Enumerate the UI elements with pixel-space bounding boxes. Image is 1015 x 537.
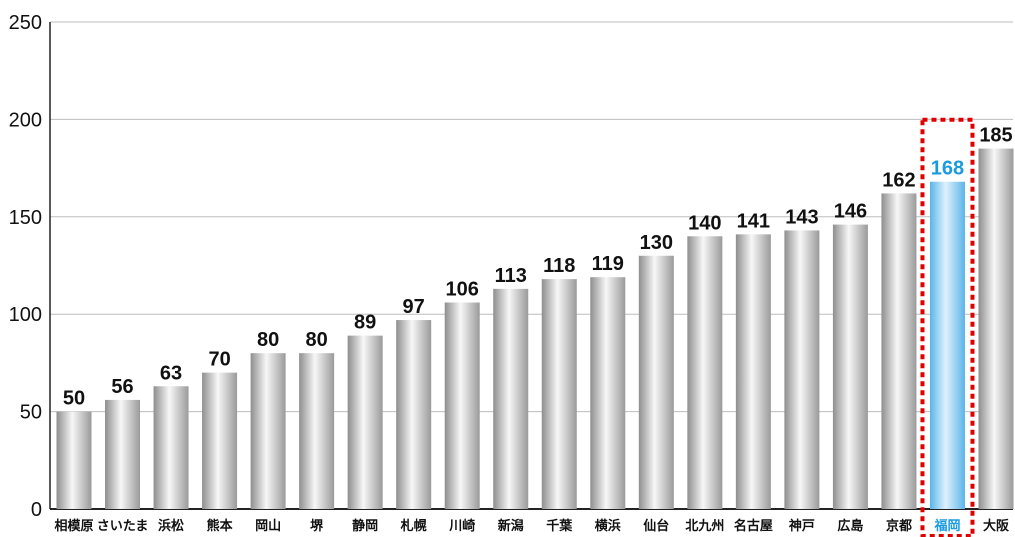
x-tick-label-堺: 堺 xyxy=(310,518,324,534)
x-tick-label-京都: 京都 xyxy=(886,518,912,534)
data-label-新潟: 113 xyxy=(495,265,527,287)
x-tick-label-川崎: 川崎 xyxy=(448,518,475,534)
highlight-box-福岡 xyxy=(920,117,975,537)
bar-札幌 xyxy=(396,320,432,509)
grid-lines xyxy=(49,21,1013,510)
bar-岡山 xyxy=(250,353,286,509)
x-tick-label-岡山: 岡山 xyxy=(255,518,281,534)
x-tick-label-北九州: 北九州 xyxy=(685,519,724,534)
x-tick-label-横浜: 横浜 xyxy=(595,518,621,534)
bar-さいたま xyxy=(105,399,141,509)
data-label-さいたま: 56 xyxy=(111,376,133,398)
x-tick-label-名古屋: 名古屋 xyxy=(734,518,773,534)
data-label-仙台: 130 xyxy=(640,232,673,254)
x-tick-label-相模原: 相模原 xyxy=(54,518,93,534)
x-tick-label-神戸: 神戸 xyxy=(789,518,815,534)
data-label-北九州: 140 xyxy=(688,212,721,234)
bar-広島 xyxy=(832,224,868,510)
bar-大阪 xyxy=(978,148,1014,509)
bar-熊本 xyxy=(202,372,238,509)
x-tick-label-新潟: 新潟 xyxy=(498,518,524,534)
y-tick-label-100: 100 xyxy=(9,304,42,326)
data-label-名古屋: 141 xyxy=(737,210,770,232)
data-label-浜松: 63 xyxy=(160,362,182,384)
bar-福岡 xyxy=(929,181,965,509)
data-label-熊本: 70 xyxy=(208,349,230,371)
highlight-frame xyxy=(920,117,975,537)
bar-新潟 xyxy=(493,288,529,509)
y-tick-label-200: 200 xyxy=(9,109,42,131)
x-tick-label-広島: 広島 xyxy=(837,518,863,534)
data-label-静岡: 89 xyxy=(354,312,376,334)
x-tick-label-熊本: 熊本 xyxy=(207,518,233,534)
bar-相模原 xyxy=(56,411,92,509)
bar-堺 xyxy=(299,353,335,509)
data-label-大阪: 185 xyxy=(979,125,1012,147)
data-label-川崎: 106 xyxy=(446,279,479,301)
x-tick-label-札幌: 札幌 xyxy=(400,518,427,534)
x-tick-label-福岡: 福岡 xyxy=(933,518,960,534)
bar-名古屋 xyxy=(735,234,771,509)
data-label-京都: 162 xyxy=(882,169,915,191)
x-tick-label-千葉: 千葉 xyxy=(546,518,573,534)
data-label-札幌: 97 xyxy=(403,296,425,318)
bar-北九州 xyxy=(687,236,723,509)
data-label-岡山: 80 xyxy=(257,329,279,351)
x-tick-label-静岡: 静岡 xyxy=(352,518,378,534)
bars xyxy=(56,148,1014,510)
bar-浜松 xyxy=(153,386,189,509)
data-label-千葉: 118 xyxy=(543,255,575,277)
y-tick-label-0: 0 xyxy=(31,499,42,521)
data-label-相模原: 50 xyxy=(63,388,85,410)
y-tick-label-50: 50 xyxy=(20,402,42,424)
bar-横浜 xyxy=(590,277,626,509)
x-axis-tick-labels: 相模原 さいたま 浜松 熊本 岡山 堺 静岡 札幌 川崎 新潟 千葉 横浜 仙台 北九州 名古屋 神戸 広島 京都… xyxy=(54,518,1010,534)
x-tick-label-さいたま: さいたま xyxy=(97,519,149,534)
y-axis-tick-labels: 0 50 100 150 200 250 xyxy=(9,12,42,521)
data-label-横浜: 119 xyxy=(592,253,624,275)
bar-京都 xyxy=(881,193,917,509)
y-tick-label-150: 150 xyxy=(9,207,42,229)
x-tick-label-大阪: 大阪 xyxy=(983,518,1010,534)
data-label-広島: 146 xyxy=(834,201,867,223)
bar-仙台 xyxy=(638,255,674,509)
x-tick-label-仙台: 仙台 xyxy=(643,518,669,534)
data-label-堺: 80 xyxy=(306,329,328,351)
bar-千葉 xyxy=(541,279,577,509)
data-label-神戸: 143 xyxy=(785,206,818,228)
bar-静岡 xyxy=(347,335,383,509)
bar-川崎 xyxy=(444,302,480,509)
x-tick-label-浜松: 浜松 xyxy=(158,518,184,534)
data-label-福岡: 168 xyxy=(931,158,964,180)
bar-神戸 xyxy=(784,230,820,509)
y-tick-label-250: 250 xyxy=(9,12,42,34)
data-labels: 50 56 63 70 80 80 89 97 106 113 118 119 130 140 141 143… xyxy=(63,125,1013,410)
